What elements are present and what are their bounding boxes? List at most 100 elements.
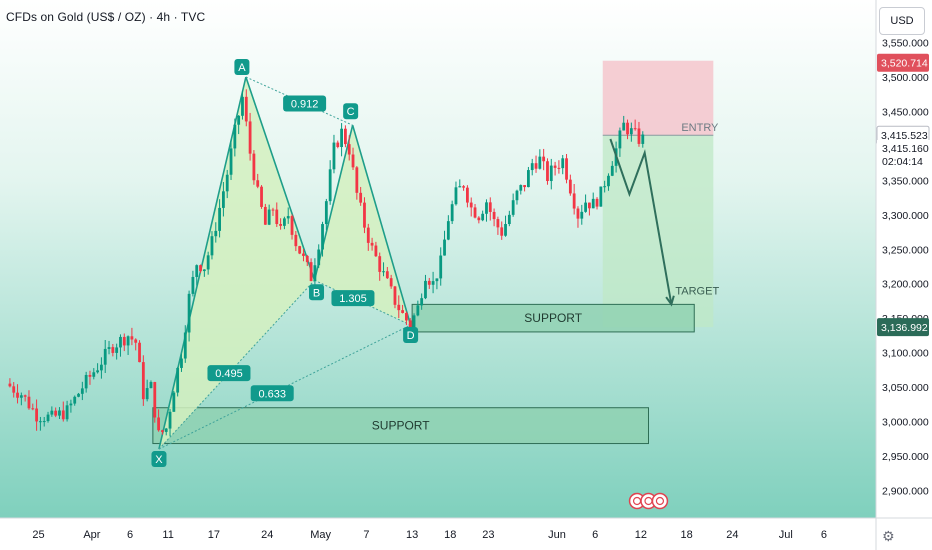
candle-body-112 <box>435 278 439 282</box>
candle-body-69 <box>271 209 275 211</box>
candle-body-7 <box>35 408 38 422</box>
candle-body-149 <box>576 208 580 219</box>
candle-body-52 <box>206 255 210 270</box>
candle-body-25 <box>103 348 107 365</box>
candle-body-38 <box>153 382 157 418</box>
candle-body-123 <box>477 217 481 221</box>
event-icon-inner-2 <box>655 496 665 506</box>
candle-body-43 <box>172 392 176 412</box>
y-tick-3500: 3,500.000 <box>882 72 929 84</box>
candle-body-28 <box>115 347 119 353</box>
candle-body-16 <box>69 403 73 406</box>
candle-body-140 <box>542 156 546 162</box>
candle-body-137 <box>530 163 534 171</box>
candle-body-59 <box>233 124 237 149</box>
candle-body-99 <box>385 271 389 279</box>
candle-body-151 <box>584 202 587 212</box>
candle-body-133 <box>515 190 519 201</box>
candle-body-15 <box>65 405 69 420</box>
currency-selector[interactable]: USD <box>879 7 925 35</box>
candle-body-31 <box>126 336 130 346</box>
candle-body-146 <box>565 158 568 180</box>
candle-body-101 <box>393 286 397 305</box>
candle-body-93 <box>363 202 366 228</box>
candle-body-48 <box>191 276 195 294</box>
candle-body-62 <box>244 96 248 122</box>
candle-body-19 <box>80 388 84 394</box>
candle-body-12 <box>54 410 58 416</box>
candle-body-46 <box>183 332 187 359</box>
candle-body-165 <box>637 128 641 144</box>
stop-loss-zone <box>602 60 714 136</box>
candle-body-90 <box>351 154 355 168</box>
candle-body-94 <box>366 227 370 243</box>
y-tick-3200: 3,200.000 <box>882 279 929 291</box>
ratio-label-xd-bg <box>250 385 294 402</box>
candle-body-139 <box>538 156 542 169</box>
candle-body-83 <box>324 201 328 225</box>
y-tick-2900: 2,900.000 <box>882 485 929 497</box>
candle-body-163 <box>629 128 633 135</box>
candle-body-77 <box>302 253 305 256</box>
y-tick-3100: 3,100.000 <box>882 348 929 360</box>
price-tag-3: 02:04:14 <box>882 156 923 168</box>
candle-body-82 <box>321 224 324 250</box>
candle-body-11 <box>50 410 54 415</box>
candle-body-37 <box>149 382 153 389</box>
entry-label: ENTRY <box>681 122 719 134</box>
candle-body-150 <box>580 211 584 219</box>
support-zone-2 <box>152 407 649 445</box>
ratio-label-bd-bg <box>331 290 375 307</box>
candle-body-27 <box>111 347 115 353</box>
candle-body-79 <box>309 262 313 282</box>
candle-body-158 <box>610 165 614 176</box>
candle-body-60 <box>237 115 241 125</box>
candle-body-2 <box>16 392 19 398</box>
y-tick-3550: 3,550.000 <box>882 38 929 50</box>
point-label-b-bg <box>309 284 325 301</box>
candle-body-97 <box>378 256 382 272</box>
candle-body-131 <box>507 214 511 225</box>
candle-body-45 <box>180 358 183 368</box>
candle-body-24 <box>100 364 103 371</box>
candle-body-106 <box>412 315 416 328</box>
candle-body-105 <box>408 320 412 328</box>
pattern-leg-xa <box>158 76 247 450</box>
x-tick-2: 6 <box>127 529 133 541</box>
candle-body-73 <box>286 216 290 219</box>
projection-arrowhead <box>665 295 675 307</box>
pattern-leg-cd <box>351 125 412 326</box>
x-tick-17: 6 <box>821 529 827 541</box>
candle-body-143 <box>553 165 557 168</box>
candle-body-157 <box>607 175 610 187</box>
candle-body-116 <box>450 204 454 222</box>
support-zone-label-1: SUPPORT <box>524 311 582 325</box>
candle-body-63 <box>248 121 252 154</box>
y-tick-3450: 3,450.000 <box>882 106 929 118</box>
candle-body-53 <box>210 236 214 256</box>
point-label-c: C <box>347 106 355 118</box>
ratio-label-ac-bg <box>283 95 327 112</box>
candle-body-144 <box>557 167 561 169</box>
y-tick-3000: 3,000.000 <box>882 417 929 429</box>
x-tick-1: Apr <box>83 529 100 541</box>
candle-body-3 <box>19 395 23 398</box>
price-tag-bg-4 <box>877 318 929 337</box>
candle-body-17 <box>73 396 77 404</box>
ratio-label-xd: 0.633 <box>258 388 286 400</box>
candle-body-135 <box>523 185 526 188</box>
candle-body-74 <box>290 216 294 235</box>
y-tick-3300: 3,300.000 <box>882 210 929 222</box>
x-tick-0: 25 <box>32 529 44 541</box>
x-tick-3: 11 <box>162 529 173 541</box>
candle-body-67 <box>263 206 267 225</box>
candle-body-130 <box>504 224 507 236</box>
candle-body-30 <box>122 336 126 346</box>
candle-body-26 <box>107 347 111 349</box>
settings-gear-icon[interactable]: ⚙ <box>882 528 895 544</box>
support-zone-1 <box>411 303 695 333</box>
candle-body-66 <box>260 186 263 207</box>
candle-body-119 <box>462 186 465 188</box>
